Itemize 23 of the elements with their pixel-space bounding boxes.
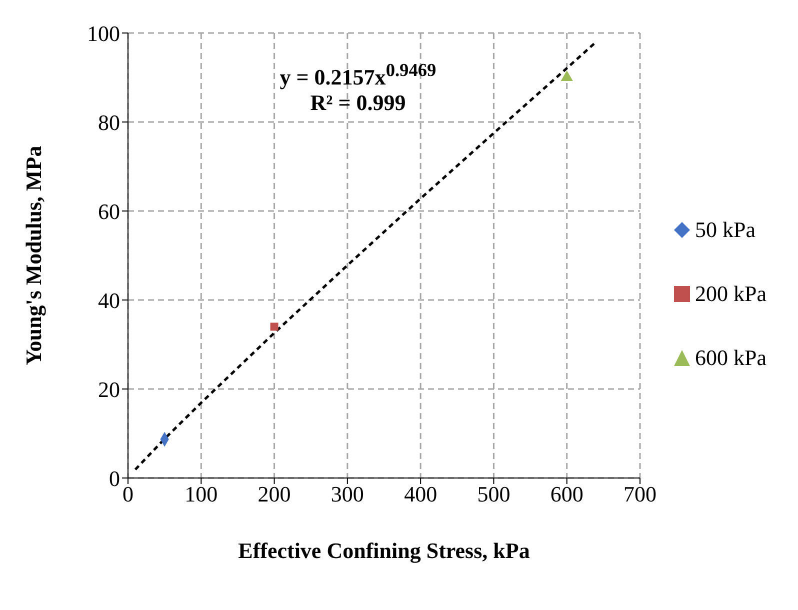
y-tick-label: 0 — [109, 466, 120, 491]
x-tick-label: 200 — [258, 482, 291, 507]
y-tick-label: 80 — [98, 110, 120, 135]
x-tick-label: 100 — [184, 482, 218, 507]
x-axis-title: Effective Confining Stress, kPa — [238, 538, 530, 563]
legend-label: 600 kPa — [695, 345, 766, 371]
legend-label: 50 kPa — [695, 217, 756, 243]
x-tick-label: 400 — [404, 482, 438, 507]
x-tick-label: 600 — [550, 482, 584, 507]
point — [560, 70, 573, 82]
x-tick-label: 300 — [330, 482, 364, 507]
legend-label: 200 kPa — [695, 281, 766, 307]
line-series — [134, 40, 598, 471]
annotation: R² = 0.999 — [309, 90, 407, 116]
point — [270, 322, 278, 331]
y-tick-label: 60 — [98, 198, 120, 224]
x-tick-label: 700 — [624, 482, 656, 507]
y-tick-label: 20 — [98, 376, 120, 402]
y-tick-label: 100 — [87, 20, 120, 46]
y-axis-title: Young's Modulus, MPa — [20, 146, 46, 366]
x-tick-label: 500 — [477, 482, 510, 507]
y-tick-label: 40 — [98, 288, 120, 313]
annotation: y = 0.2157x$^{0.9469}$ — [278, 60, 438, 90]
